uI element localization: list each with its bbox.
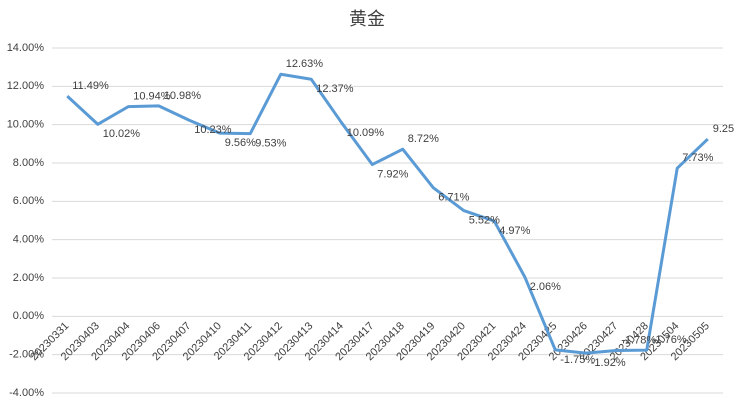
data-label: 11.49% [72, 80, 109, 92]
y-tick-label: 4.00% [13, 234, 44, 246]
y-tick-label: 0.00% [13, 310, 44, 322]
data-label: 9.25% [713, 123, 734, 135]
data-label: 7.73% [682, 152, 713, 164]
data-label: 9.53% [255, 138, 286, 150]
data-label: 10.09% [347, 127, 385, 139]
y-tick-label: 8.00% [13, 157, 44, 169]
data-label: -1.76% [652, 334, 687, 346]
data-label: 4.97% [499, 225, 530, 237]
y-tick-label: 10.00% [7, 119, 45, 131]
y-tick-label: 2.00% [13, 272, 44, 284]
y-tick-label: -4.00% [9, 387, 44, 399]
chart-title: 黄金 [349, 9, 385, 29]
line [66, 72, 709, 355]
data-label: 10.98% [164, 90, 202, 102]
data-label: 2.06% [530, 281, 561, 293]
data-label: 9.56% [225, 137, 256, 149]
data-label: -1.92% [591, 357, 626, 369]
y-tick-label: 14.00% [7, 42, 45, 54]
y-tick-label: 12.00% [7, 80, 45, 92]
data-label: 12.63% [286, 58, 324, 70]
data-label: -1.75% [560, 354, 595, 366]
data-label: -1.78% [621, 334, 656, 346]
data-label: 10.23% [194, 124, 232, 136]
y-tick-label: -2.00% [9, 349, 44, 361]
data-label: 12.37% [316, 83, 354, 95]
data-label: 10.02% [103, 128, 141, 140]
y-tick-label: 6.00% [13, 195, 44, 207]
data-label: 6.71% [438, 192, 469, 204]
data-label: 10.94% [133, 91, 171, 103]
data-label: 8.72% [408, 133, 439, 145]
data-label: 7.92% [377, 168, 408, 180]
data-label: 5.52% [469, 214, 500, 226]
